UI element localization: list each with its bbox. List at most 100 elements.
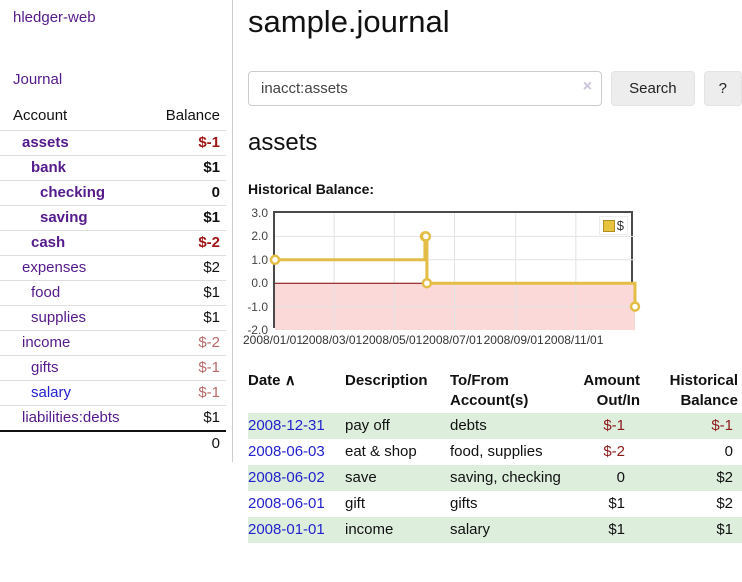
transaction-accounts: saving, checking (450, 469, 561, 486)
y-axis-label: -2.0 (247, 323, 268, 337)
x-axis-label: 2008/01/01 (242, 333, 304, 347)
transaction-amount: 0 (616, 469, 625, 486)
search-input[interactable] (248, 71, 603, 106)
transaction-date-link[interactable]: 2008-06-01 (248, 495, 325, 512)
transaction-date-link[interactable]: 2008-06-02 (248, 469, 325, 486)
header-balance: Historical Balance (669, 372, 738, 409)
transaction-balance: $2 (716, 495, 733, 512)
account-row: supplies $1 (0, 305, 226, 331)
header-date[interactable]: Date ∧ (248, 369, 345, 413)
account-link[interactable]: food (31, 284, 61, 301)
y-axis-label: 3.0 (251, 206, 268, 220)
y-axis-label: 1.0 (251, 252, 268, 267)
transaction-date-link[interactable]: 2008-12-31 (248, 417, 325, 434)
account-balance: $1 (150, 305, 226, 331)
account-heading: assets (248, 129, 318, 156)
account-link[interactable]: saving (40, 209, 88, 226)
transaction-accounts: gifts (450, 495, 478, 512)
account-link[interactable]: expenses (22, 259, 87, 276)
y-axis-label: 2.0 (251, 229, 268, 244)
account-balance: $1 (150, 155, 226, 181)
search-help-button[interactable]: ? (703, 71, 742, 106)
transaction-date-cell: 2008-06-03 (248, 439, 345, 465)
account-link[interactable]: assets (22, 134, 69, 151)
account-balance: $1 (150, 405, 226, 432)
account-link[interactable]: salary (31, 384, 72, 401)
account-row: salary $-1 (0, 380, 226, 406)
account-balance: $-1 (150, 130, 226, 156)
account-link[interactable]: liabilities:debts (22, 409, 120, 426)
account-row: expenses $2 (0, 255, 226, 281)
accounts-table: Account Balance assets $-1 bank $1 checking 0… (0, 105, 226, 456)
sidebar: hledger-web Journal Account Balance asse… (0, 0, 233, 462)
transaction-balance: $2 (716, 469, 733, 486)
account-row: food $1 (0, 280, 226, 306)
account-cell: salary (0, 380, 151, 406)
header-accounts: To/From Account(s) (450, 372, 529, 409)
transaction-row: 2008-06-02 save saving, checking 0 $2 (248, 465, 742, 491)
account-balance: $-1 (150, 380, 226, 406)
account-cell: income (0, 330, 151, 356)
account-balance: $-1 (150, 355, 226, 381)
transaction-balance: $-1 (711, 417, 733, 434)
chart-plot-area: $ 3.0 2.0 1.0 0.0 -1.0 -2.0 (247, 206, 641, 337)
account-row: cash $-2 (0, 230, 226, 256)
account-link[interactable]: checking (40, 184, 106, 201)
transaction-date-cell: 2008-01-01 (248, 517, 345, 543)
account-cell: cash (0, 230, 151, 256)
account-cell: expenses (0, 255, 151, 281)
transaction-date-link[interactable]: 2008-06-03 (248, 443, 325, 460)
account-link[interactable]: supplies (31, 309, 87, 326)
account-cell: assets (0, 130, 151, 156)
search-form: × Search ? (248, 71, 742, 106)
account-cell: liabilities:debts (0, 405, 151, 432)
search-box: × (248, 71, 603, 106)
account-cell: supplies (0, 305, 151, 331)
account-link[interactable]: bank (31, 159, 67, 176)
transaction-row: 2008-06-01 gift gifts $1 $2 (248, 491, 742, 517)
account-balance: $-2 (150, 230, 226, 256)
account-balance: $1 (150, 280, 226, 306)
transaction-row: 2008-12-31 pay off debts $-1 $-1 (248, 413, 742, 439)
account-cell: food (0, 280, 151, 306)
x-axis-label: 2008/03/01 (302, 333, 363, 347)
chart-section-label: Historical Balance: (248, 181, 375, 197)
search-button[interactable]: Search (611, 71, 695, 106)
transaction-balance: 0 (724, 443, 733, 460)
transaction-date-link[interactable]: 2008-01-01 (248, 521, 325, 538)
account-cell: saving (0, 205, 151, 231)
transaction-date-cell: 2008-06-01 (248, 491, 345, 517)
y-axis-label: -1.0 (247, 299, 268, 314)
account-cell: checking (0, 180, 151, 206)
accounts-header-account: Account (0, 105, 151, 131)
account-row: checking 0 (0, 180, 226, 206)
account-link[interactable]: cash (31, 234, 66, 251)
account-row: assets $-1 (0, 130, 226, 156)
account-cell: bank (0, 155, 151, 181)
transaction-accounts: food, supplies (450, 443, 543, 460)
account-link[interactable]: income (22, 334, 71, 351)
account-balance: $2 (150, 255, 226, 281)
transaction-row: 2008-06-03 eat & shop food, supplies $-2 0 (248, 439, 742, 465)
header-date-label: Date (248, 372, 281, 389)
account-row: income $-2 (0, 330, 226, 356)
transaction-accounts: debts (450, 417, 487, 434)
transaction-description: save (345, 469, 377, 486)
x-axis-label: 2008/11/01 (544, 333, 604, 347)
transaction-description: pay off (345, 417, 390, 434)
page-title: sample.journal (248, 4, 450, 39)
transactions-table: Date ∧ Description To/From Account(s) Am… (248, 369, 742, 543)
x-axis-label: 2008/09/01 (483, 333, 544, 347)
account-balance: $-2 (150, 330, 226, 356)
sort-asc-icon: ∧ (284, 372, 296, 389)
accounts-header-balance: Balance (150, 105, 226, 131)
legend-swatch-icon (602, 219, 615, 232)
x-axis-label: 2008/05/01 (362, 333, 423, 347)
transaction-amount: $-1 (603, 417, 625, 434)
transaction-date-cell: 2008-12-31 (248, 413, 345, 439)
clear-search-icon[interactable]: × (582, 78, 593, 95)
sidebar-item-journal[interactable]: Journal (13, 71, 63, 88)
app-brand-link[interactable]: hledger-web (13, 9, 96, 26)
accounts-total-value: 0 (150, 430, 226, 456)
account-link[interactable]: gifts (31, 359, 59, 376)
